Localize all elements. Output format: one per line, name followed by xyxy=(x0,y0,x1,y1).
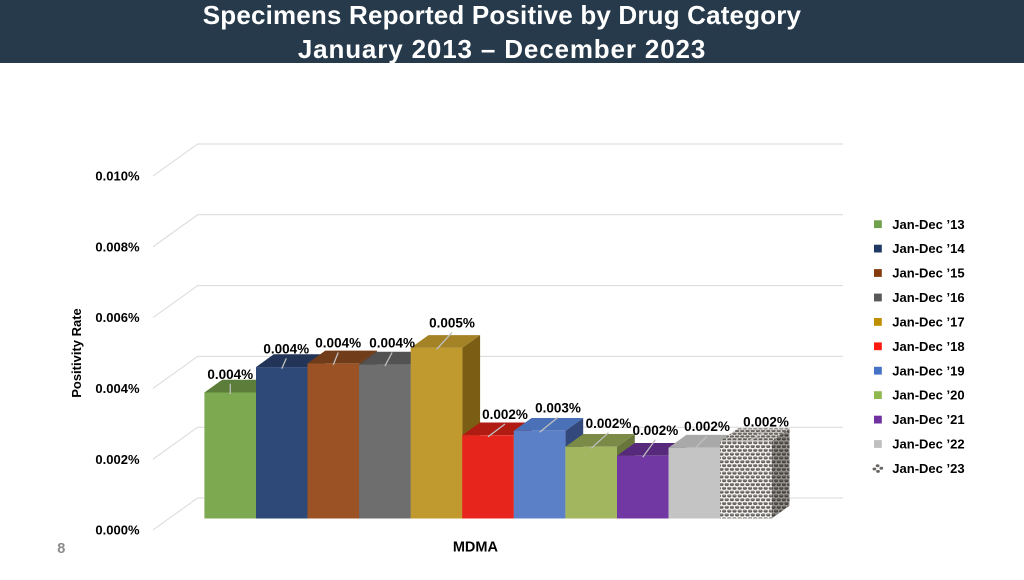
svg-text:0.005%: 0.005% xyxy=(429,316,475,331)
svg-text:0.004%: 0.004% xyxy=(369,336,415,351)
svg-text:0.004%: 0.004% xyxy=(207,367,253,382)
svg-text:Jan-Dec ’15: Jan-Dec ’15 xyxy=(892,266,964,281)
svg-text:0.008%: 0.008% xyxy=(95,239,140,254)
svg-text:0.002%: 0.002% xyxy=(95,452,140,467)
svg-text:Jan-Dec ’18: Jan-Dec ’18 xyxy=(892,339,964,354)
svg-text:Jan-Dec ’16: Jan-Dec ’16 xyxy=(892,290,964,305)
svg-text:0.004%: 0.004% xyxy=(263,342,309,357)
svg-text:0.006%: 0.006% xyxy=(95,310,140,325)
svg-text:Jan-Dec ’13: Jan-Dec ’13 xyxy=(892,217,964,232)
svg-text:0.004%: 0.004% xyxy=(95,381,140,396)
svg-text:Positivity Rate: Positivity Rate xyxy=(69,308,84,398)
svg-text:Jan-Dec ’20: Jan-Dec ’20 xyxy=(892,388,964,403)
svg-text:0.002%: 0.002% xyxy=(633,423,679,438)
svg-text:0.000%: 0.000% xyxy=(95,523,140,538)
svg-text:MDMA: MDMA xyxy=(453,540,499,556)
svg-text:Jan-Dec ’22: Jan-Dec ’22 xyxy=(892,437,964,452)
svg-text:Jan-Dec ’17: Jan-Dec ’17 xyxy=(892,315,964,330)
svg-text:Jan-Dec ’19: Jan-Dec ’19 xyxy=(892,363,964,378)
svg-text:0.010%: 0.010% xyxy=(95,169,140,184)
svg-text:Jan-Dec ’21: Jan-Dec ’21 xyxy=(892,412,964,427)
svg-text:0.002%: 0.002% xyxy=(586,416,632,431)
svg-text:0.004%: 0.004% xyxy=(315,336,361,351)
svg-text:0.002%: 0.002% xyxy=(482,407,528,422)
svg-text:Jan-Dec ’14: Jan-Dec ’14 xyxy=(892,241,965,256)
svg-text:0.002%: 0.002% xyxy=(684,419,730,434)
svg-text:0.002%: 0.002% xyxy=(743,414,789,429)
svg-text:0.003%: 0.003% xyxy=(535,400,581,415)
svg-text:Jan-Dec ’23: Jan-Dec ’23 xyxy=(892,461,964,476)
